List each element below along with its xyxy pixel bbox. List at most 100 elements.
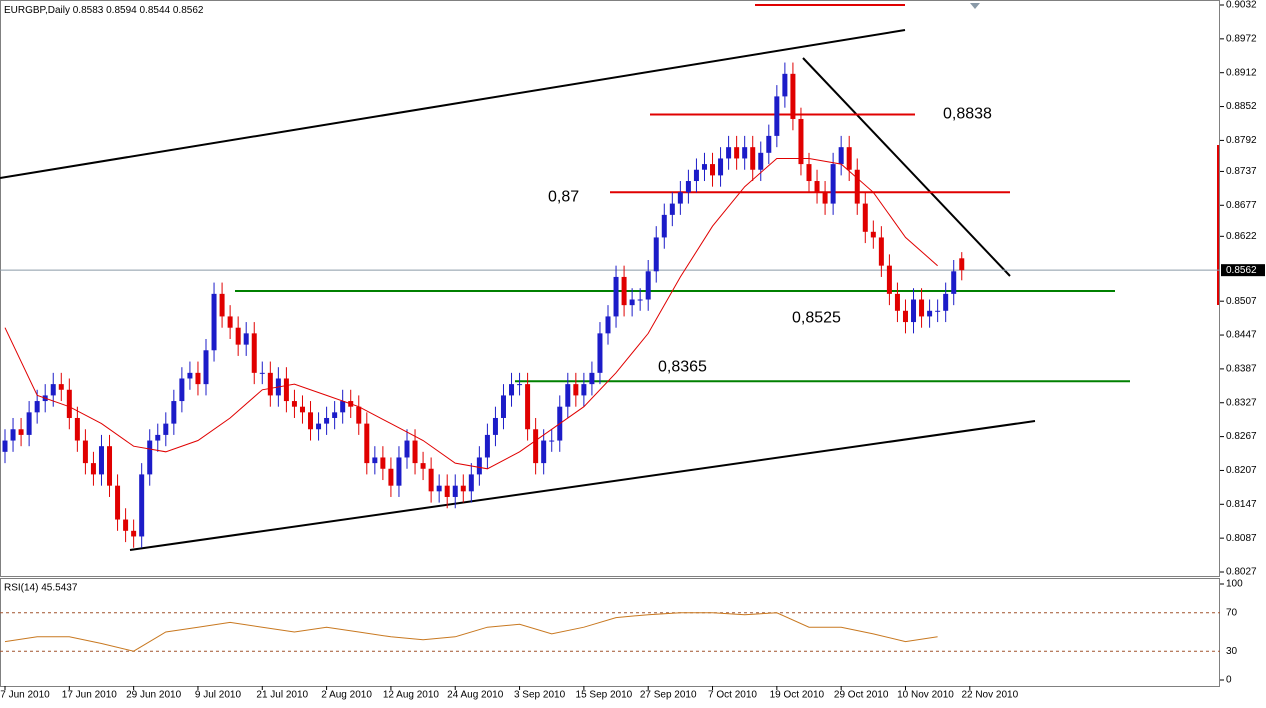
candle-body xyxy=(862,203,868,232)
candle-body xyxy=(195,372,201,385)
price-label: 0.8562 xyxy=(1226,265,1257,276)
candle-body xyxy=(822,192,828,204)
candle-body xyxy=(902,310,908,323)
candle-body xyxy=(468,474,474,492)
candle-body xyxy=(758,152,764,170)
x-tick-label: 27 Sep 2010 xyxy=(640,690,697,701)
candle-body xyxy=(685,181,691,193)
trend-line xyxy=(802,57,1011,277)
x-tick-label: 19 Oct 2010 xyxy=(770,690,825,701)
candle-body xyxy=(846,147,852,170)
x-tick-label: 7 Oct 2010 xyxy=(708,690,757,701)
x-tick-label: 12 Aug 2010 xyxy=(383,690,440,701)
candle-body xyxy=(452,485,458,497)
y-tick-label: 0 xyxy=(1226,675,1232,686)
candle-body xyxy=(179,378,185,402)
shift-marker xyxy=(970,3,980,9)
candle-body xyxy=(621,276,627,306)
candle-body xyxy=(115,485,121,520)
y-tick-label: 0.8972 xyxy=(1226,33,1257,44)
candle-body xyxy=(58,384,64,390)
candle-body xyxy=(911,299,917,323)
candle-body xyxy=(629,299,635,306)
moving-average xyxy=(4,158,938,470)
x-tick-label: 29 Oct 2010 xyxy=(834,690,889,701)
main-panel xyxy=(0,0,1220,577)
candle-body xyxy=(299,406,305,413)
x-tick-label: 29 Jun 2010 xyxy=(126,690,181,701)
candle-body xyxy=(710,164,716,176)
candle-body xyxy=(613,276,619,317)
x-tick-label: 7 Jun 2010 xyxy=(0,690,50,701)
y-tick-label: 0.8792 xyxy=(1226,135,1257,146)
candle-body xyxy=(235,327,241,345)
candle-body xyxy=(380,457,386,469)
candle-body xyxy=(147,440,153,475)
candle-body xyxy=(251,333,257,373)
candle-body xyxy=(90,463,96,475)
candle-body xyxy=(935,310,941,312)
rsi-line xyxy=(4,612,938,652)
candle-body xyxy=(637,299,643,301)
candle-body xyxy=(549,440,555,442)
candle-body xyxy=(50,384,56,396)
candle-body xyxy=(420,463,426,469)
x-tick-label: 3 Sep 2010 xyxy=(514,690,566,701)
channel-top xyxy=(0,29,906,179)
candle-body xyxy=(734,147,740,159)
candle-body xyxy=(814,181,820,193)
y-tick-label: 100 xyxy=(1226,579,1243,590)
y-tick-label: 0.8507 xyxy=(1226,296,1257,307)
candle-body xyxy=(2,440,8,452)
candle-body xyxy=(919,299,925,317)
candle-body xyxy=(155,434,161,441)
candle-body xyxy=(500,395,506,418)
candle-body xyxy=(693,169,699,182)
level-label: 0,8838 xyxy=(943,106,992,123)
candle-body xyxy=(131,530,137,537)
candle-body xyxy=(525,384,531,430)
y-tick-label: 0.8327 xyxy=(1226,397,1257,408)
y-tick-label: 0.8207 xyxy=(1226,465,1257,476)
x-tick-label: 2 Aug 2010 xyxy=(321,690,372,701)
candle-body xyxy=(259,372,265,374)
candle-body xyxy=(404,440,410,458)
candle-body xyxy=(428,468,434,492)
candle-body xyxy=(701,164,707,170)
open: 0.8583 xyxy=(73,5,104,16)
x-tick-label: 21 Jul 2010 xyxy=(256,690,308,701)
y-tick-label: 0.8087 xyxy=(1226,533,1257,544)
candle-body xyxy=(460,485,466,492)
y-tick-label: 0.9032 xyxy=(1226,0,1257,11)
candle-body xyxy=(838,147,844,165)
candle-body xyxy=(444,485,450,497)
candle-body xyxy=(878,237,884,266)
x-tick-label: 24 Aug 2010 xyxy=(447,690,504,701)
candle-body xyxy=(573,384,579,396)
low: 0.8544 xyxy=(139,5,170,16)
candle-body xyxy=(830,164,836,204)
candle-body xyxy=(187,372,193,379)
candle-body xyxy=(219,293,225,317)
candle-body xyxy=(163,423,169,435)
x-tick-label: 17 Jun 2010 xyxy=(62,690,117,701)
candle-body xyxy=(34,401,40,413)
x-tick-label: 10 Nov 2010 xyxy=(897,690,954,701)
y-tick-label: 70 xyxy=(1226,607,1238,618)
symbol: EURGBP,Daily xyxy=(4,5,70,16)
candle-body xyxy=(98,446,104,475)
candle-body xyxy=(18,429,24,435)
candle-body xyxy=(139,474,145,537)
close: 0.8562 xyxy=(173,5,204,16)
candle-body xyxy=(509,384,515,396)
candle-body xyxy=(951,271,957,294)
candle-body xyxy=(332,412,338,418)
y-tick-label: 0.8912 xyxy=(1226,67,1257,78)
candle-body xyxy=(870,231,876,238)
y-tick-label: 0.8737 xyxy=(1226,166,1257,177)
candle-body xyxy=(943,293,949,311)
candle-body xyxy=(227,316,233,328)
candle-body xyxy=(726,147,732,159)
